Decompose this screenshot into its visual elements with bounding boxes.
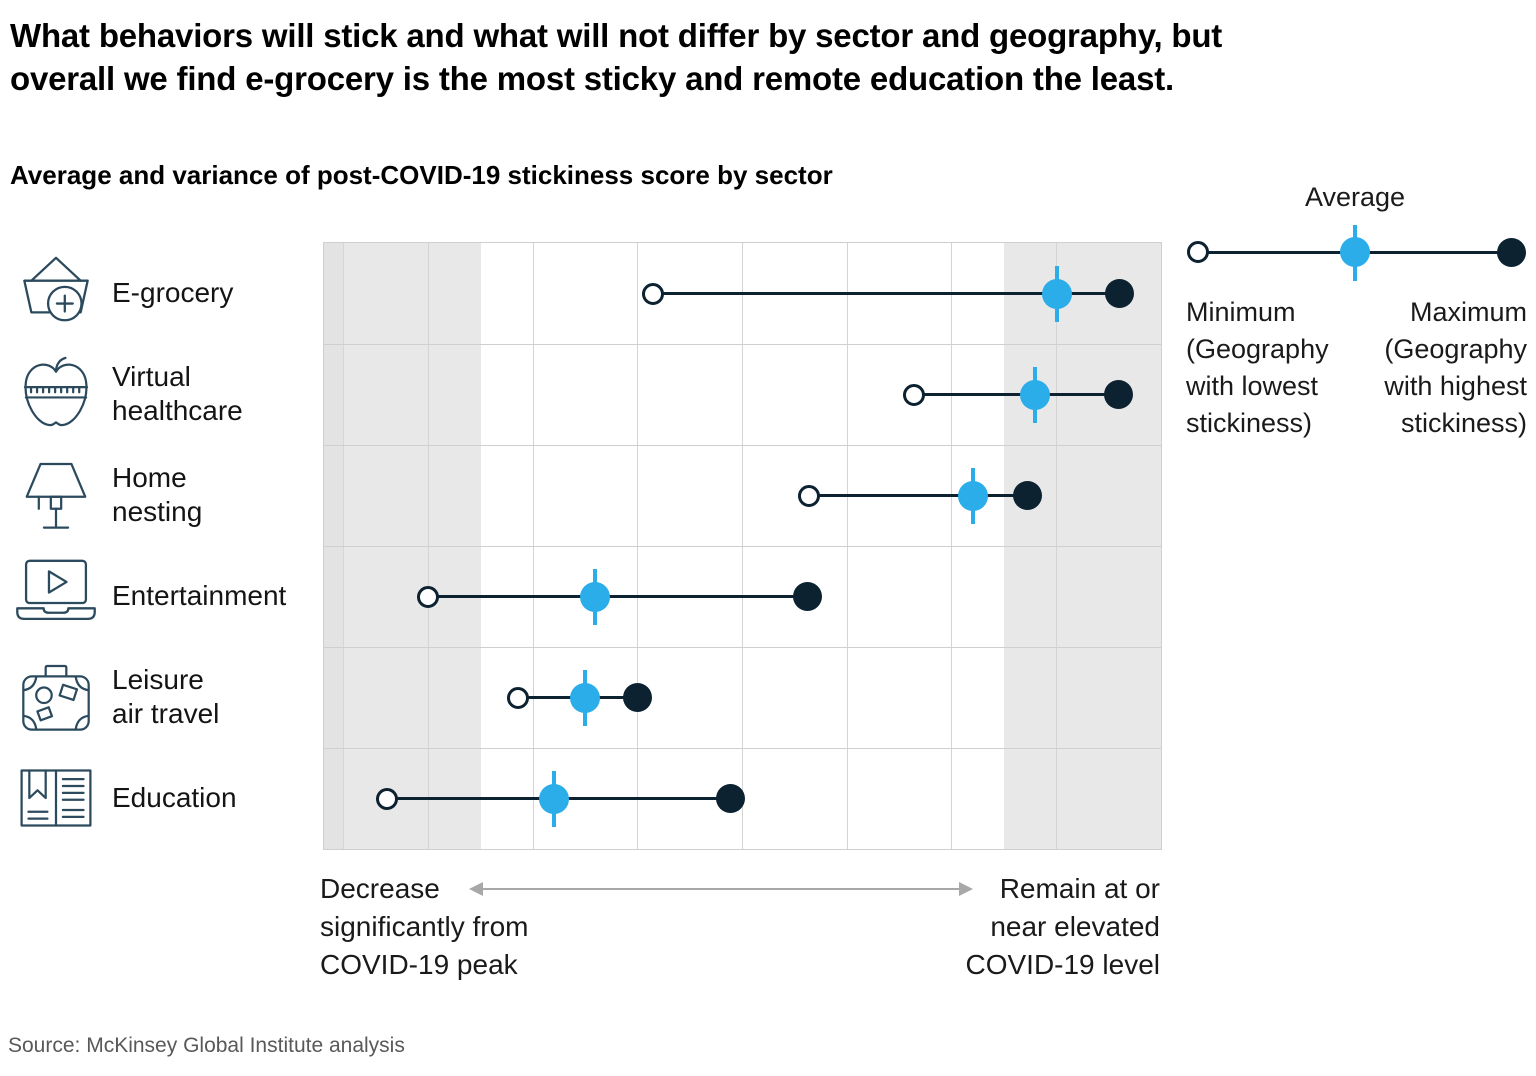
- average-marker: [570, 682, 601, 713]
- min-marker: [507, 686, 530, 709]
- legend-max-label: Maximum (Geography with highest stickine…: [1384, 297, 1527, 438]
- max-marker: [1103, 380, 1133, 409]
- page-title-line: overall we find e-grocery is the most st…: [10, 60, 1174, 97]
- grocery-basket-icon: [0, 249, 112, 337]
- sector-label: E-grocery: [112, 276, 234, 308]
- average-marker: [957, 480, 988, 511]
- sector-row-entertainment: Entertainment: [0, 545, 322, 646]
- apple-measuring-tape-icon: [0, 351, 112, 437]
- sector-row-virtual-healthcare: Virtual healthcare: [0, 343, 322, 444]
- average-marker: [580, 581, 611, 612]
- chart-subtitle: Average and variance of post-COVID-19 st…: [10, 160, 833, 190]
- laptop-play-icon: [0, 552, 112, 640]
- lamp-icon: [0, 452, 112, 538]
- legend-average-label: Average: [1304, 182, 1406, 212]
- average-marker: [1042, 278, 1073, 309]
- max-marker: [716, 784, 746, 813]
- sector-row-education: Education: [0, 747, 322, 848]
- min-marker: [375, 787, 398, 810]
- horizontal-gridline: [324, 545, 1161, 547]
- legend-average-marker: [1340, 237, 1370, 267]
- page-title-line: What behaviors will stick and what will …: [10, 17, 1223, 54]
- legend-min-label: Minimum (Geography with lowest stickines…: [1186, 297, 1329, 438]
- sector-label: Leisure air travel: [112, 663, 220, 729]
- sector-label: Home nesting: [112, 461, 203, 527]
- sector-row-e-grocery: E-grocery: [0, 242, 322, 343]
- min-marker: [903, 383, 926, 406]
- open-book-icon: [0, 755, 112, 841]
- sector-row-home-nesting: Home nesting: [0, 444, 322, 545]
- max-marker: [793, 582, 823, 611]
- range-line: [652, 292, 1120, 295]
- source-note: Source: McKinsey Global Institute analys…: [8, 1034, 405, 1057]
- legend: Average Minimum (Geography with lowest s…: [1180, 178, 1532, 448]
- sector-label: Entertainment: [112, 579, 287, 611]
- average-marker: [539, 783, 570, 814]
- min-marker: [641, 282, 664, 305]
- range-line: [809, 494, 1028, 497]
- legend-min-marker: [1187, 241, 1209, 263]
- range-line: [914, 393, 1119, 396]
- horizontal-gridline: [324, 747, 1161, 749]
- range-line: [427, 595, 808, 598]
- horizontal-gridline: [324, 343, 1161, 345]
- min-marker: [416, 585, 439, 608]
- suitcase-icon: [0, 654, 112, 740]
- page-title: What behaviors will stick and what will …: [10, 14, 1530, 100]
- average-marker: [1019, 379, 1050, 410]
- sector-label: Virtual healthcare: [112, 360, 243, 426]
- axis-direction-arrow: [469, 882, 973, 896]
- plot-area: [323, 242, 1162, 850]
- axis-right-label: Remain at or near elevated COVID-19 leve…: [965, 873, 1160, 980]
- min-marker: [798, 484, 821, 507]
- horizontal-gridline: [324, 646, 1161, 648]
- sector-label: Education: [112, 781, 237, 813]
- max-marker: [1013, 481, 1043, 510]
- max-marker: [1104, 279, 1134, 308]
- axis-left-label: Decrease significantly from COVID-19 pea…: [320, 873, 529, 980]
- horizontal-gridline: [324, 444, 1161, 446]
- sector-row-leisure-air-travel: Leisure air travel: [0, 646, 322, 747]
- legend-max-marker: [1497, 238, 1526, 267]
- max-marker: [623, 683, 653, 712]
